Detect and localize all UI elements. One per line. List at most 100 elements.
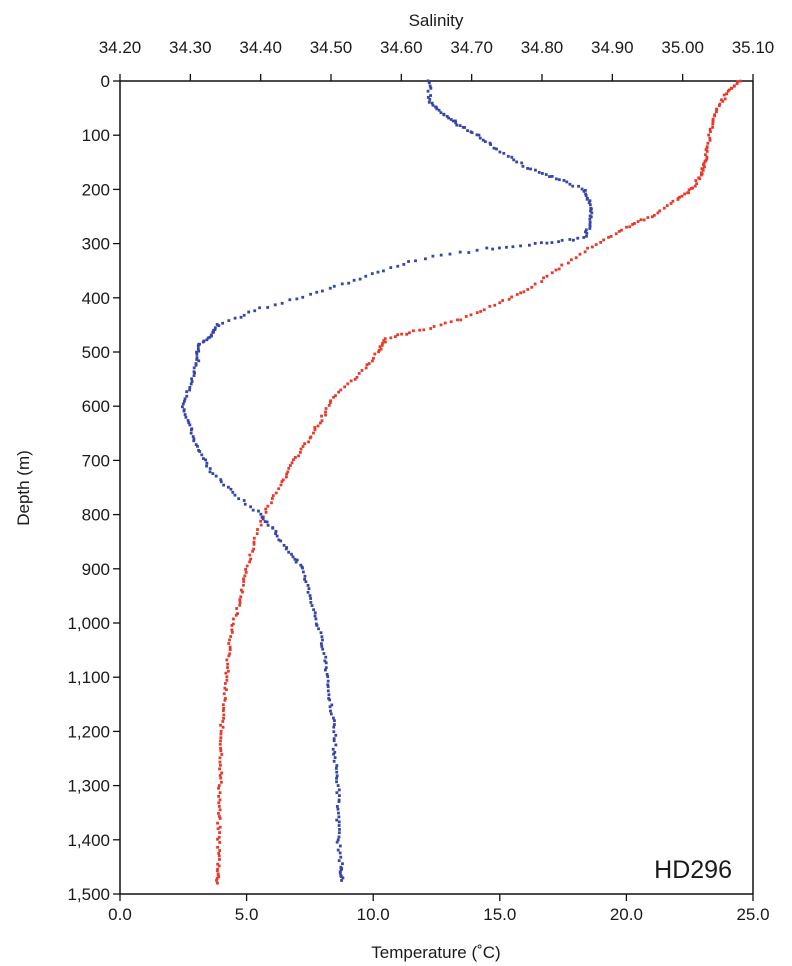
data-point [252, 540, 256, 544]
data-point [223, 686, 227, 690]
data-point [448, 252, 452, 256]
data-point [191, 435, 195, 438]
data-point [491, 247, 495, 251]
data-point [589, 215, 593, 219]
data-point [193, 371, 196, 375]
data-point [218, 849, 222, 852]
data-point [691, 186, 695, 190]
data-point [458, 250, 462, 254]
data-point [310, 604, 314, 607]
data-point [266, 504, 270, 508]
data-point [458, 124, 462, 127]
data-point [586, 246, 590, 250]
data-point [715, 110, 718, 114]
data-point [242, 313, 246, 317]
data-point [557, 267, 561, 271]
data-point [261, 517, 265, 521]
data-point [192, 437, 196, 441]
data-point [568, 182, 572, 186]
data-point [218, 858, 221, 861]
data-point [216, 862, 220, 866]
data-point [585, 197, 589, 201]
data-point [222, 692, 226, 696]
data-point [225, 658, 229, 662]
data-point [324, 413, 327, 417]
data-point [646, 216, 650, 219]
data-point [396, 333, 400, 337]
data-point [506, 154, 510, 158]
bottom-tick-label: 25.0 [736, 905, 769, 924]
axes-layer: 0 100 200 300 400 500 600 700 800 900 1,000 1,100 1,… [67, 38, 774, 924]
data-point [715, 108, 719, 111]
data-point [588, 220, 592, 224]
data-point [483, 140, 487, 144]
data-point [426, 95, 430, 99]
data-point [225, 675, 229, 679]
data-point [594, 243, 598, 246]
data-point [217, 801, 221, 805]
y-tick-label: 500 [82, 343, 110, 362]
data-point [219, 739, 222, 743]
data-point [340, 282, 344, 286]
data-point [498, 246, 501, 250]
y-tick-label: 1,400 [67, 831, 110, 850]
data-point [435, 107, 439, 111]
top-tick-label: 34.50 [310, 38, 353, 57]
data-point [477, 133, 481, 137]
data-point [379, 347, 383, 351]
data-point [459, 318, 463, 322]
data-point [492, 146, 496, 150]
data-point [215, 879, 218, 882]
data-point [550, 241, 554, 244]
data-point [229, 487, 233, 491]
data-point [373, 352, 377, 356]
data-point [271, 526, 275, 530]
data-point [481, 138, 485, 142]
data-point [303, 577, 306, 581]
data-point [321, 638, 324, 642]
data-point [545, 274, 549, 278]
data-point [183, 399, 186, 403]
data-point [339, 388, 343, 392]
data-point [352, 278, 356, 282]
data-point [226, 662, 230, 666]
data-point [181, 405, 184, 409]
data-point [287, 466, 291, 470]
data-point [355, 375, 359, 379]
data-point [252, 536, 256, 540]
data-point [319, 642, 323, 646]
data-point [451, 119, 455, 123]
data-point [243, 502, 247, 506]
data-point [599, 240, 603, 244]
data-point [708, 136, 712, 140]
data-point [315, 624, 319, 627]
data-point [705, 146, 709, 150]
data-point [249, 557, 253, 561]
data-point [220, 753, 224, 756]
data-point [309, 597, 313, 600]
data-point [334, 733, 338, 737]
data-point [717, 104, 721, 108]
data-point [208, 467, 212, 470]
data-point [467, 251, 471, 254]
data-point [290, 552, 293, 556]
data-point [290, 461, 294, 465]
data-point [669, 202, 673, 205]
data-point [242, 580, 246, 583]
data-point [582, 236, 586, 239]
data-point [232, 617, 235, 621]
data-point [405, 332, 409, 336]
y-tick-label: 300 [82, 235, 110, 254]
data-point [584, 230, 587, 234]
data-point [732, 84, 736, 88]
data-point [576, 236, 580, 240]
data-point [698, 177, 702, 181]
data-point [585, 234, 588, 238]
data-point [309, 292, 312, 296]
data-point [339, 855, 343, 859]
data-point [337, 859, 341, 863]
data-point [196, 347, 200, 351]
data-point [319, 421, 322, 425]
data-point [218, 815, 221, 818]
